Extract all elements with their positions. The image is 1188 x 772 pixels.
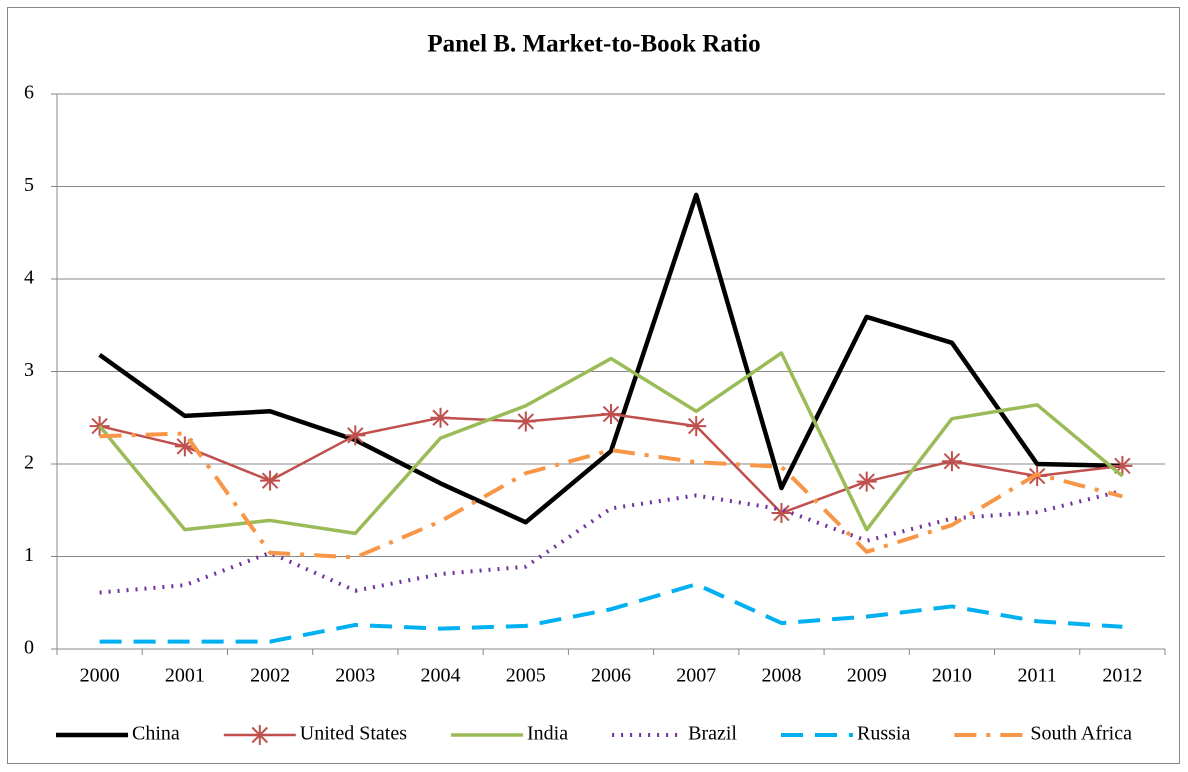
- data-marker: [771, 503, 792, 524]
- data-marker: [430, 407, 451, 428]
- x-tick-label: 2006: [591, 665, 631, 687]
- data-marker: [1112, 455, 1133, 476]
- data-marker: [345, 425, 366, 446]
- legend-item: Russia: [780, 723, 910, 745]
- legend-item: United States: [223, 723, 407, 745]
- data-marker: [260, 470, 281, 491]
- data-marker: [941, 451, 962, 472]
- y-tick-label: 2: [24, 452, 34, 474]
- legend-label: South Africa: [1030, 723, 1132, 745]
- x-tick-label: 2007: [676, 665, 716, 687]
- series-line: [98, 351, 1124, 536]
- x-tick-label: 2004: [421, 665, 461, 687]
- legend-label: China: [132, 723, 180, 745]
- x-tick-label: 2000: [80, 665, 120, 687]
- data-marker: [601, 404, 621, 425]
- legend-item: China: [56, 723, 180, 745]
- data-marker: [89, 416, 110, 437]
- chart-border: [7, 7, 1180, 764]
- x-tick-label: 2001: [165, 665, 205, 687]
- y-tick-label: 0: [24, 637, 34, 659]
- chart-title: Panel B. Market-to-Book Ratio: [427, 31, 760, 58]
- legend-item: Brazil: [612, 723, 737, 745]
- data-marker: [686, 416, 707, 437]
- x-tick-label: 2009: [847, 665, 887, 687]
- series-line: [99, 431, 1123, 560]
- y-tick-label: 4: [24, 267, 34, 289]
- data-marker: [856, 471, 877, 492]
- series-line: [98, 192, 1123, 525]
- legend-label: Brazil: [688, 723, 737, 745]
- x-tick-label: 2012: [1102, 665, 1142, 687]
- x-tick-label: 2010: [932, 665, 972, 687]
- legend-item: South Africa: [954, 723, 1132, 745]
- x-tick-label: 2008: [761, 665, 801, 687]
- y-tick-label: 6: [24, 82, 34, 104]
- legend-label: United States: [300, 723, 407, 745]
- y-tick-label: 5: [24, 174, 34, 196]
- legend-label: India: [527, 723, 568, 745]
- data-marker: [174, 436, 195, 457]
- y-tick-label: 3: [24, 359, 34, 381]
- data-marker: [515, 411, 536, 432]
- legend-item: India: [451, 723, 568, 745]
- series-line: [99, 582, 1123, 644]
- legend-marker: [249, 725, 270, 745]
- y-tick-label: 1: [24, 544, 34, 566]
- x-tick-label: 2011: [1018, 665, 1057, 687]
- x-tick-label: 2003: [335, 665, 375, 687]
- legend-label: Russia: [857, 723, 910, 745]
- x-tick-label: 2005: [506, 665, 546, 687]
- x-tick-label: 2002: [250, 665, 290, 687]
